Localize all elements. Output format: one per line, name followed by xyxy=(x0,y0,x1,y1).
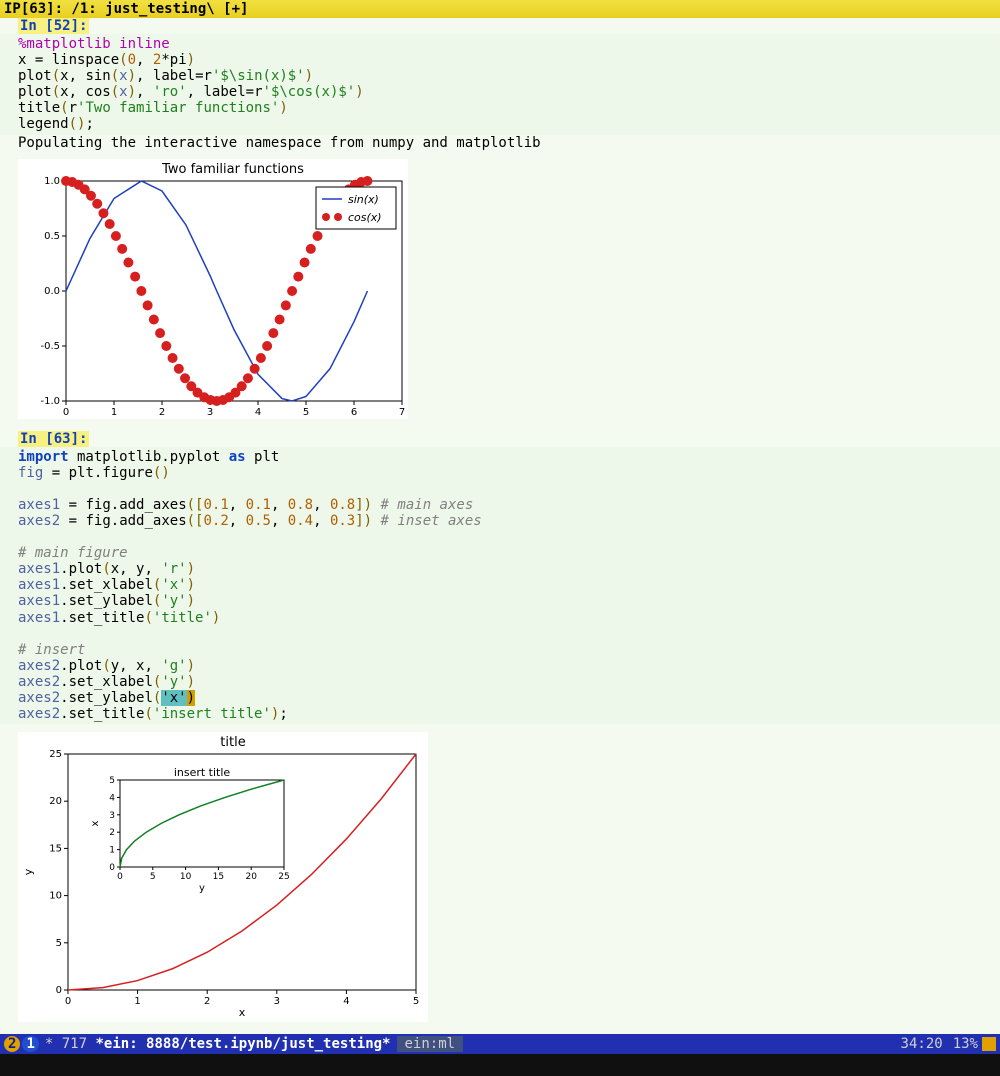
svg-text:5: 5 xyxy=(109,776,115,786)
svg-text:0: 0 xyxy=(65,996,71,1007)
svg-text:sin(x): sin(x) xyxy=(348,193,379,206)
svg-text:-1.0: -1.0 xyxy=(40,396,60,407)
modeline-end-block xyxy=(982,1037,996,1051)
code-cell-1[interactable]: %matplotlib inlinex = linspace(0, 2*pi)p… xyxy=(0,34,1000,135)
svg-text:1: 1 xyxy=(111,407,117,418)
svg-text:0: 0 xyxy=(56,985,62,996)
svg-text:25: 25 xyxy=(278,872,289,882)
modeline-major-mode: ein:ml xyxy=(397,1036,464,1052)
svg-text:0: 0 xyxy=(117,872,123,882)
svg-text:4: 4 xyxy=(255,407,261,418)
cell-1-stdout: Populating the interactive namespace fro… xyxy=(0,135,1000,151)
chart-2: title0123450510152025xyinsert title05101… xyxy=(18,732,428,1022)
code-cell-2[interactable]: import matplotlib.pyplot as pltfig = plt… xyxy=(0,447,1000,725)
svg-text:15: 15 xyxy=(213,872,224,882)
svg-text:25: 25 xyxy=(49,749,62,760)
svg-text:4: 4 xyxy=(343,996,349,1007)
svg-text:7: 7 xyxy=(399,407,405,418)
svg-text:1.0: 1.0 xyxy=(44,176,60,187)
modeline-scroll-pct: 13% xyxy=(953,1036,978,1052)
svg-text:2: 2 xyxy=(159,407,165,418)
svg-text:3: 3 xyxy=(274,996,280,1007)
svg-text:0: 0 xyxy=(109,863,115,873)
buffer-content[interactable]: In [52]: %matplotlib inlinex = linspace(… xyxy=(0,18,1000,1034)
svg-text:x: x xyxy=(239,1006,246,1019)
svg-text:3: 3 xyxy=(207,407,213,418)
modeline-badge-1: 2 xyxy=(4,1036,20,1052)
svg-text:0.5: 0.5 xyxy=(44,231,60,242)
chart-1: Two familiar functions 0 1 2 3 4 5 6 7 -1.0 -0.5 0.… xyxy=(18,159,408,419)
svg-text:20: 20 xyxy=(49,796,62,807)
svg-text:0.0: 0.0 xyxy=(44,286,60,297)
svg-text:insert title: insert title xyxy=(174,766,231,779)
svg-text:5: 5 xyxy=(150,872,156,882)
svg-text:y: y xyxy=(199,883,205,894)
svg-text:6: 6 xyxy=(351,407,357,418)
chart-1-container: Two familiar functions 0 1 2 3 4 5 6 7 -1.0 -0.5 0.… xyxy=(0,151,1000,431)
svg-text:4: 4 xyxy=(109,794,115,804)
svg-text:Two familiar functions: Two familiar functions xyxy=(161,162,304,177)
emacs-window: IP[63]: /1: just_testing\ [+] In [52]: %… xyxy=(0,0,1000,1076)
mode-line: 2 1 * 717 *ein: 8888/test.ipynb/just_tes… xyxy=(0,1034,1000,1054)
svg-text:cos(x): cos(x) xyxy=(348,211,382,224)
modeline-lineno: 717 xyxy=(62,1036,87,1052)
cell-prompt-2: In [63]: xyxy=(18,431,89,447)
chart-2-container: title0123450510152025xyinsert title05101… xyxy=(0,724,1000,1034)
svg-text:2: 2 xyxy=(109,828,115,838)
svg-text:5: 5 xyxy=(56,938,62,949)
minibuffer[interactable] xyxy=(0,1054,1000,1076)
modeline-buffer-name: *ein: 8888/test.ipynb/just_testing* xyxy=(95,1036,390,1052)
header-line: IP[63]: /1: just_testing\ [+] xyxy=(0,0,1000,18)
modeline-cursor-pos: 34:20 xyxy=(901,1036,943,1052)
svg-text:0: 0 xyxy=(63,407,69,418)
svg-text:3: 3 xyxy=(109,811,115,821)
svg-text:10: 10 xyxy=(180,872,192,882)
svg-text:5: 5 xyxy=(303,407,309,418)
svg-text:15: 15 xyxy=(49,844,62,855)
svg-text:1: 1 xyxy=(109,846,115,856)
svg-text:1: 1 xyxy=(134,996,140,1007)
svg-text:2: 2 xyxy=(204,996,210,1007)
svg-text:x: x xyxy=(90,821,101,827)
svg-text:-0.5: -0.5 xyxy=(40,341,60,352)
svg-text:10: 10 xyxy=(49,891,62,902)
modeline-modified: * xyxy=(45,1036,53,1052)
svg-text:20: 20 xyxy=(245,872,257,882)
svg-text:title: title xyxy=(220,735,245,750)
cell-prompt-1: In [52]: xyxy=(18,18,89,34)
svg-text:y: y xyxy=(22,868,35,875)
modeline-badge-2: 1 xyxy=(22,1036,38,1052)
svg-text:5: 5 xyxy=(413,996,419,1007)
